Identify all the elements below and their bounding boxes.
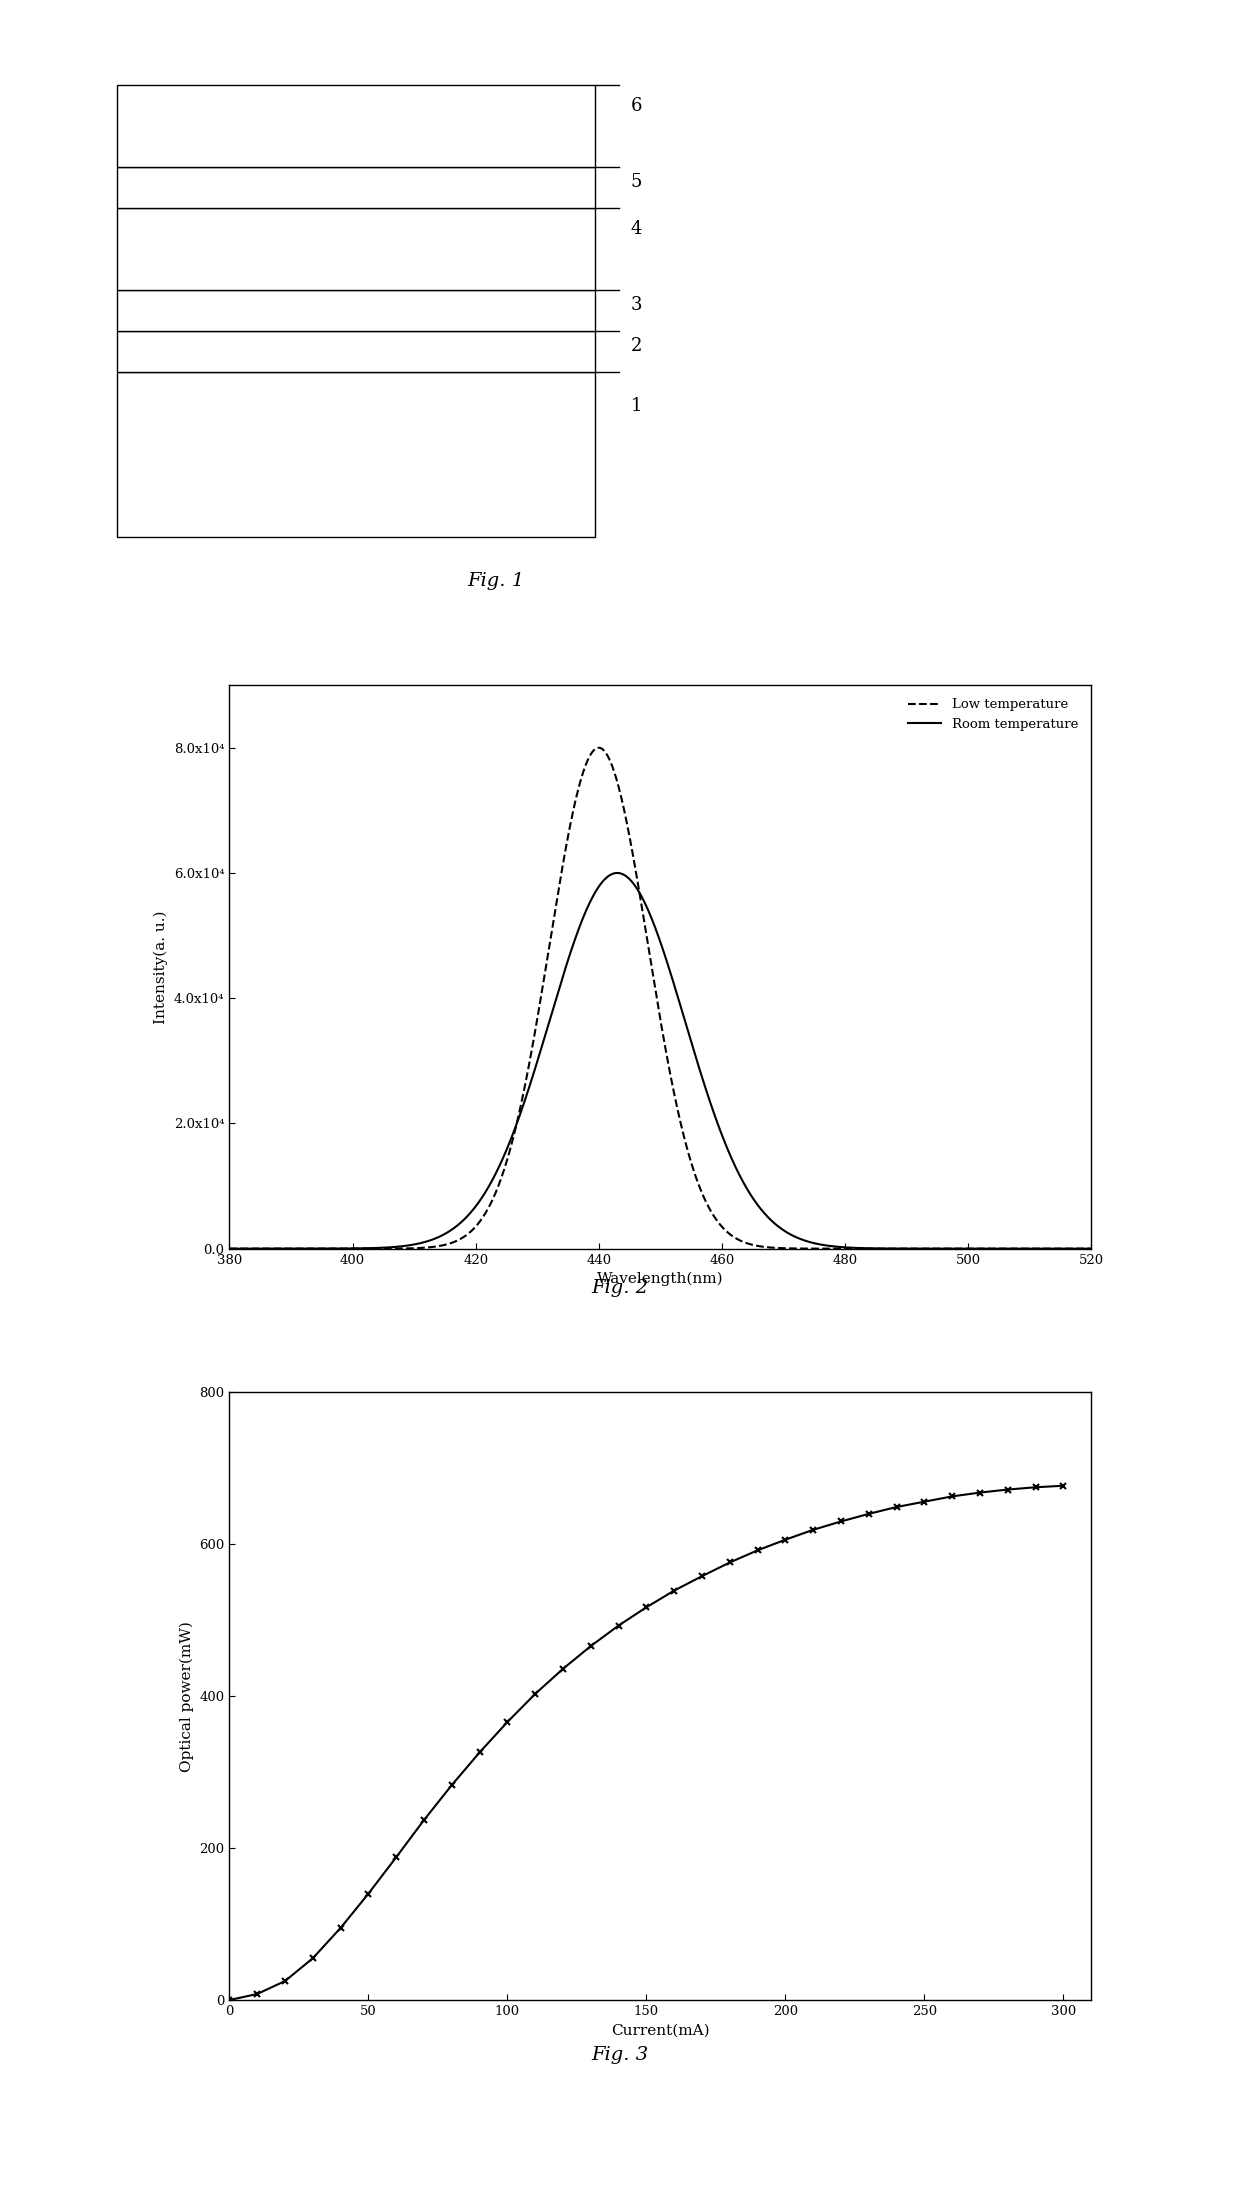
Bar [117, 290, 595, 331]
Text: 4: 4 [631, 221, 642, 239]
Text: 6: 6 [631, 97, 642, 115]
Room temperature [590, 875, 605, 902]
Text: 1: 1 [631, 398, 642, 415]
Low temperature [553, 869, 568, 895]
Bar [117, 84, 595, 166]
Low temperature [591, 734, 606, 760]
Low temperature [372, 1235, 387, 1262]
Y-axis label: Optical power(mW): Optical power(mW) [180, 1620, 193, 1772]
Room temperature [372, 1235, 387, 1262]
Y-axis label: Intensity(a. u.): Intensity(a. u.) [154, 911, 169, 1023]
Bar [117, 166, 595, 208]
Legend: Low temperature, Room temperature: Low temperature, Room temperature [901, 692, 1085, 738]
Text: Fig. 3: Fig. 3 [591, 2046, 649, 2064]
Room temperature [1068, 1235, 1083, 1262]
Low temperature [1084, 1235, 1099, 1262]
Low temperature [1068, 1235, 1083, 1262]
X-axis label: Current(mA): Current(mA) [611, 2024, 709, 2038]
Room temperature [553, 972, 568, 999]
Room temperature [610, 860, 625, 886]
Room temperature [1084, 1235, 1099, 1262]
Bar [117, 208, 595, 290]
Low temperature [222, 1235, 237, 1262]
Text: Fig. 2: Fig. 2 [591, 1280, 649, 1297]
Low temperature [975, 1235, 990, 1262]
Text: 5: 5 [631, 172, 642, 190]
Bar [117, 373, 595, 537]
Line: Low temperature: Low temperature [229, 747, 1091, 1249]
Low temperature [590, 734, 605, 760]
Text: Fig. 1: Fig. 1 [467, 572, 525, 590]
Room temperature [222, 1235, 237, 1262]
Line: Room temperature: Room temperature [229, 873, 1091, 1249]
Room temperature [975, 1235, 990, 1262]
Low temperature [320, 1235, 335, 1262]
Text: 2: 2 [631, 338, 642, 356]
Bar [117, 332, 595, 373]
X-axis label: Wavelength(nm): Wavelength(nm) [596, 1273, 724, 1286]
Room temperature [320, 1235, 335, 1262]
Text: 3: 3 [631, 296, 642, 314]
